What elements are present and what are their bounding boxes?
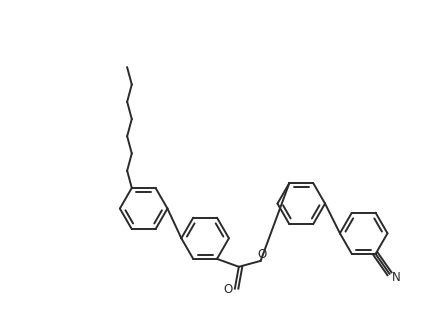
Text: N: N (392, 271, 401, 284)
Text: O: O (257, 248, 266, 262)
Text: O: O (223, 283, 233, 296)
